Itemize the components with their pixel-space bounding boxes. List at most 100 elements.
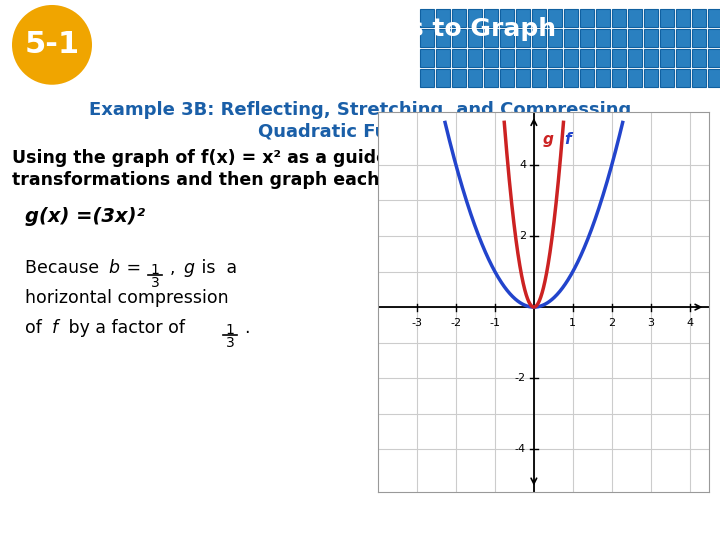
Bar [548,29,562,47]
Bar [452,9,466,27]
Bar [692,9,706,27]
Bar [564,49,578,67]
Bar [500,69,514,87]
Text: 1: 1 [225,323,235,337]
Text: g: g [183,259,194,276]
Bar [644,29,658,47]
Bar [500,29,514,47]
Bar [532,29,546,47]
Text: -1: -1 [490,318,500,328]
Bar [452,29,466,47]
Bar [452,69,466,87]
Bar [580,29,594,47]
Text: transformations and then graph each function.: transformations and then graph each func… [12,171,473,188]
Bar [420,9,434,27]
Text: f: f [564,132,571,146]
Text: Using the graph of f(x) = x² as a guide, describe the: Using the graph of f(x) = x² as a guide,… [12,148,523,167]
Bar [708,49,720,67]
Bar [468,9,482,27]
Bar [628,9,642,27]
Bar [660,9,674,27]
Text: 4: 4 [686,318,693,328]
Bar [660,69,674,87]
Bar [596,69,610,87]
Text: -2: -2 [451,318,462,328]
Text: =: = [121,259,147,276]
Bar [676,49,690,67]
Text: g: g [542,132,553,146]
Bar [420,49,434,67]
Bar [660,49,674,67]
Bar [676,69,690,87]
Text: by a factor of: by a factor of [63,319,191,337]
Bar [692,69,706,87]
Bar [596,29,610,47]
Bar [644,69,658,87]
Bar [420,29,434,47]
Bar [580,69,594,87]
Bar [532,9,546,27]
Bar [612,9,626,27]
Bar [644,9,658,27]
Bar [628,49,642,67]
Text: 4: 4 [519,160,526,170]
Bar [484,29,498,47]
Bar [708,9,720,27]
Text: g(x) =(3x)²: g(x) =(3x)² [25,207,145,226]
Bar [676,9,690,27]
Bar [564,29,578,47]
Text: 2: 2 [608,318,616,328]
Bar [628,29,642,47]
Bar [628,69,642,87]
Bar [500,49,514,67]
Bar [692,29,706,47]
Text: -2: -2 [515,373,526,383]
Bar [532,69,546,87]
Text: b: b [108,259,119,276]
Bar [564,9,578,27]
Text: 3: 3 [225,336,235,350]
Text: 1: 1 [570,318,576,328]
Bar [468,69,482,87]
Bar [564,69,578,87]
Bar [436,69,450,87]
Bar [532,49,546,67]
Bar [612,29,626,47]
Text: Because: Because [25,259,104,276]
Bar [692,49,706,67]
Text: -4: -4 [515,444,526,454]
Text: -3: -3 [411,318,423,328]
Bar [548,9,562,27]
Bar [612,69,626,87]
Text: 3: 3 [647,318,654,328]
Text: horizontal compression: horizontal compression [25,289,229,307]
Bar [676,29,690,47]
Bar [548,49,562,67]
Bar [420,69,434,87]
Bar [484,9,498,27]
Text: 2: 2 [519,231,526,241]
Text: of: of [25,319,48,337]
Bar [580,49,594,67]
Bar [548,69,562,87]
Bar [596,9,610,27]
Text: Holt Algebra 2: Holt Algebra 2 [12,517,135,532]
Ellipse shape [12,5,92,85]
Bar [596,49,610,67]
Bar [436,9,450,27]
Text: f: f [52,319,58,337]
Bar [660,29,674,47]
Text: Quadratic Functions: Quadratic Functions [258,123,462,141]
Text: Example 3B: Reflecting, Stretching, and Compressing: Example 3B: Reflecting, Stretching, and … [89,101,631,119]
Text: 1: 1 [150,263,159,276]
Bar [516,29,530,47]
Bar [436,29,450,47]
Text: Quadratic Functions: Quadratic Functions [105,51,390,75]
Bar [452,49,466,67]
Bar [484,69,498,87]
Bar [516,49,530,67]
Text: © by Holt, Rinehart and Winston. All Rights Reserved.: © by Holt, Rinehart and Winston. All Rig… [220,520,500,530]
Text: .: . [244,319,250,337]
Bar [516,9,530,27]
Bar [484,49,498,67]
